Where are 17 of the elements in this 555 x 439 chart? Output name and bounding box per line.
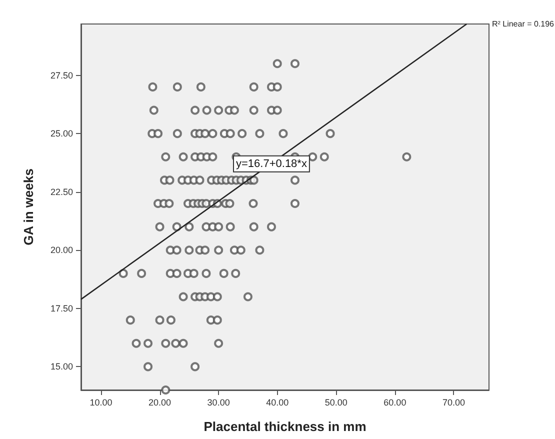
x-tick-label: 40.00 xyxy=(266,398,289,408)
y-axis-title: GA in weeks xyxy=(21,168,36,246)
x-tick-label: 20.00 xyxy=(148,398,172,408)
text: R² Linear = 0.196 xyxy=(492,20,555,28)
y-tick-label: 20.00 xyxy=(50,245,73,256)
x-tick-label: 30.00 xyxy=(207,398,230,408)
y-tick-label: 22.50 xyxy=(50,186,73,197)
y-tick-label: 27.50 xyxy=(50,70,73,80)
x-tick-label: 70.00 xyxy=(442,398,465,408)
y-tick-label: 15.00 xyxy=(50,362,73,372)
x-tick-label: 50.00 xyxy=(324,398,348,408)
annotation: y=16.7+0.18*x xyxy=(236,158,308,170)
x-tick-label: 60.00 xyxy=(384,398,406,408)
x-axis-title: Placental thickness in mm xyxy=(204,419,366,434)
y-tick-label: 17.50 xyxy=(50,303,73,314)
y-tick-label: 25.00 xyxy=(50,128,73,139)
x-tick-label: 10.00 xyxy=(90,398,112,408)
